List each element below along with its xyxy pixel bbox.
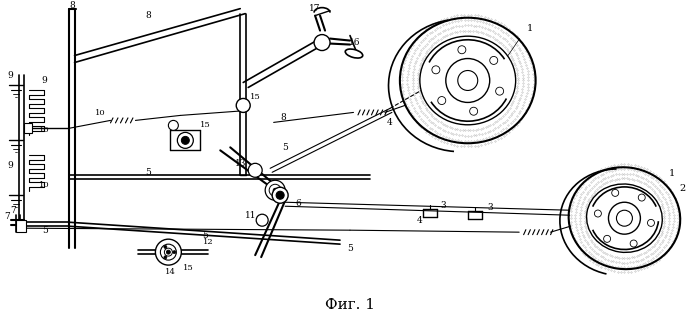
Text: 2: 2 — [679, 184, 685, 193]
Circle shape — [609, 202, 640, 234]
Circle shape — [458, 70, 477, 90]
Text: 11: 11 — [244, 211, 256, 220]
Text: 4: 4 — [417, 216, 423, 225]
Text: 9: 9 — [8, 161, 13, 170]
Circle shape — [446, 58, 490, 102]
Circle shape — [638, 194, 645, 201]
Text: 17: 17 — [309, 4, 321, 13]
Text: 9: 9 — [42, 76, 47, 85]
Text: 6: 6 — [295, 199, 301, 208]
Text: 10: 10 — [39, 126, 50, 134]
Circle shape — [648, 219, 655, 226]
Circle shape — [265, 180, 285, 200]
Circle shape — [438, 97, 446, 105]
Circle shape — [164, 256, 167, 259]
Bar — [15, 220, 26, 232]
Text: 15: 15 — [250, 94, 260, 101]
Text: 4: 4 — [387, 118, 393, 127]
Bar — [24, 123, 31, 133]
Text: 5: 5 — [145, 168, 151, 177]
Circle shape — [490, 57, 498, 64]
Circle shape — [269, 184, 281, 196]
Circle shape — [165, 248, 172, 256]
Circle shape — [256, 214, 268, 226]
Circle shape — [272, 187, 288, 203]
Text: 15: 15 — [183, 264, 194, 272]
Ellipse shape — [420, 36, 516, 125]
Text: 1: 1 — [669, 169, 676, 178]
Circle shape — [458, 46, 466, 54]
Text: 1: 1 — [526, 24, 533, 33]
Circle shape — [276, 191, 284, 199]
Circle shape — [166, 250, 170, 254]
Circle shape — [595, 210, 602, 217]
Circle shape — [248, 163, 262, 177]
Text: 8: 8 — [146, 11, 151, 20]
Text: 10: 10 — [39, 181, 50, 189]
Text: 8: 8 — [281, 113, 286, 122]
Text: 5: 5 — [282, 143, 288, 152]
Text: 14: 14 — [165, 268, 176, 276]
Circle shape — [432, 66, 440, 74]
Text: 12: 12 — [203, 238, 214, 246]
Circle shape — [604, 235, 611, 242]
Text: 7: 7 — [10, 206, 15, 215]
Circle shape — [161, 244, 177, 260]
Text: 9: 9 — [8, 71, 13, 80]
Circle shape — [314, 34, 330, 51]
Text: 5: 5 — [202, 231, 208, 240]
Text: Фиг. 1: Фиг. 1 — [325, 298, 375, 312]
Circle shape — [273, 188, 277, 192]
Circle shape — [168, 120, 179, 131]
Circle shape — [611, 189, 618, 196]
Circle shape — [470, 107, 477, 115]
Circle shape — [236, 99, 250, 112]
Circle shape — [616, 210, 632, 226]
Text: 3: 3 — [487, 203, 493, 212]
Text: 13: 13 — [235, 159, 246, 168]
Text: 7: 7 — [3, 212, 10, 221]
Text: 3: 3 — [440, 201, 445, 210]
Circle shape — [156, 239, 181, 265]
Text: 16: 16 — [349, 38, 361, 47]
Text: 10: 10 — [95, 109, 106, 118]
Circle shape — [164, 246, 167, 248]
Circle shape — [496, 87, 504, 95]
Text: 5: 5 — [42, 226, 47, 235]
Circle shape — [177, 132, 193, 148]
Circle shape — [630, 240, 637, 247]
Text: 8: 8 — [70, 1, 75, 10]
Ellipse shape — [586, 184, 662, 252]
Circle shape — [181, 137, 189, 144]
Text: 15: 15 — [200, 121, 211, 129]
Ellipse shape — [346, 49, 363, 58]
Text: 5: 5 — [347, 244, 353, 252]
Circle shape — [173, 251, 176, 254]
